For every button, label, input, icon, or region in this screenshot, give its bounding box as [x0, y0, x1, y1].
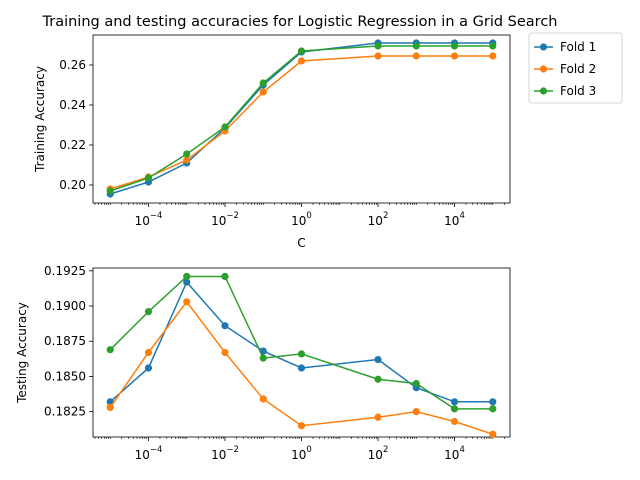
- testing-accuracy-panel: 0.1825 0.1850 0.1875 0.1900 0.1925 10−4 10−2 10…: [15, 264, 511, 462]
- data-point-fold-3: [489, 405, 497, 413]
- legend: Fold 1 Fold 2 Fold 3: [528, 32, 623, 104]
- series-line-fold-2: [109, 300, 494, 435]
- x-tick-label: 104: [444, 211, 465, 228]
- y-tick-label: 0.20: [59, 178, 86, 192]
- data-point-fold-2: [489, 52, 497, 60]
- data-point-fold-2: [259, 395, 267, 403]
- data-point-fold-3: [489, 42, 497, 50]
- data-point-fold-2: [297, 422, 306, 430]
- y-tick-label: 0.1900: [44, 299, 86, 313]
- data-point-fold-3: [221, 123, 229, 131]
- data-point-fold-2: [221, 348, 229, 357]
- data-point-fold-3: [183, 272, 191, 281]
- data-point-fold-2: [489, 430, 497, 438]
- series-line-fold-1: [109, 280, 493, 403]
- data-point-fold-3: [259, 354, 267, 362]
- data-point-fold-2: [374, 52, 382, 60]
- data-point-fold-2: [144, 348, 153, 357]
- data-point-fold-1: [183, 278, 191, 286]
- data-point-fold-1: [374, 355, 382, 364]
- data-point-fold-3: [450, 405, 459, 413]
- data-point-fold-3: [144, 174, 153, 182]
- legend-swatch-marker: [539, 65, 548, 73]
- data-point-fold-3: [297, 47, 306, 55]
- series-line-fold-2: [109, 55, 493, 190]
- data-point-fold-3: [106, 346, 114, 354]
- data-point-fold-1: [489, 398, 497, 406]
- data-point-fold-2: [259, 88, 267, 96]
- data-point-fold-3: [297, 350, 306, 358]
- y-tick-label: 0.1925: [44, 264, 86, 278]
- legend-swatch-marker: [539, 43, 548, 51]
- data-point-fold-3: [412, 379, 420, 388]
- y-tick-label: 0.1825: [44, 405, 86, 419]
- data-point-fold-2: [297, 57, 306, 65]
- data-point-fold-2: [450, 52, 459, 60]
- data-point-fold-3: [259, 79, 267, 87]
- data-point-fold-2: [183, 156, 191, 164]
- series-line-fold-3: [109, 275, 493, 410]
- x-tick-label: 102: [368, 211, 389, 228]
- x-axis-label: C: [297, 236, 305, 250]
- x-tick-label: 10−4: [135, 211, 163, 228]
- data-point-fold-3: [106, 187, 114, 195]
- x-tick-label: 10−4: [135, 445, 163, 462]
- data-point-fold-2: [183, 298, 191, 306]
- data-point-fold-2: [106, 403, 114, 412]
- y-axis-label: Testing Accuracy: [15, 302, 29, 404]
- data-point-fold-3: [412, 42, 420, 50]
- data-point-fold-1: [297, 364, 306, 372]
- data-point-fold-3: [374, 375, 382, 383]
- y-tick-label: 0.24: [59, 98, 86, 112]
- data-point-fold-2: [374, 413, 382, 421]
- y-tick-label: 0.22: [59, 138, 86, 152]
- y-tick-label: 0.1875: [44, 334, 86, 348]
- data-point-fold-1: [450, 398, 459, 406]
- data-point-fold-3: [374, 42, 382, 50]
- x-tick-label: 100: [291, 211, 312, 228]
- data-point-fold-2: [412, 52, 420, 60]
- legend-label: Fold 2: [560, 62, 596, 76]
- series-line-fold-3: [109, 45, 493, 192]
- chart-title: Training and testing accuracies for Logi…: [42, 14, 558, 30]
- legend-box: [528, 32, 623, 104]
- training-accuracy-panel: 0.20 0.22 0.24 0.26 10−4 10−2 100 102 104 C Traini…: [33, 34, 511, 250]
- y-tick-label: 0.26: [59, 58, 86, 72]
- x-tick-label: 10−2: [211, 211, 239, 228]
- data-point-fold-3: [450, 42, 459, 50]
- x-tick-label: 104: [444, 445, 465, 462]
- data-point-fold-3: [221, 272, 229, 281]
- legend-label: Fold 1: [560, 40, 596, 54]
- y-tick-label: 0.1850: [44, 369, 86, 383]
- series-line-fold-1: [109, 42, 493, 195]
- data-point-fold-3: [144, 308, 153, 316]
- data-point-fold-2: [412, 408, 420, 416]
- data-point-fold-2: [450, 417, 459, 426]
- x-tick-label: 102: [368, 445, 389, 462]
- data-point-fold-1: [221, 322, 229, 330]
- legend-label: Fold 3: [560, 84, 596, 98]
- x-tick-label: 10−2: [211, 445, 239, 462]
- y-axis-label: Training Accuracy: [33, 66, 47, 173]
- data-point-fold-3: [183, 150, 191, 158]
- x-tick-label: 100: [291, 445, 312, 462]
- legend-swatch-marker: [539, 87, 548, 95]
- data-point-fold-1: [144, 364, 153, 372]
